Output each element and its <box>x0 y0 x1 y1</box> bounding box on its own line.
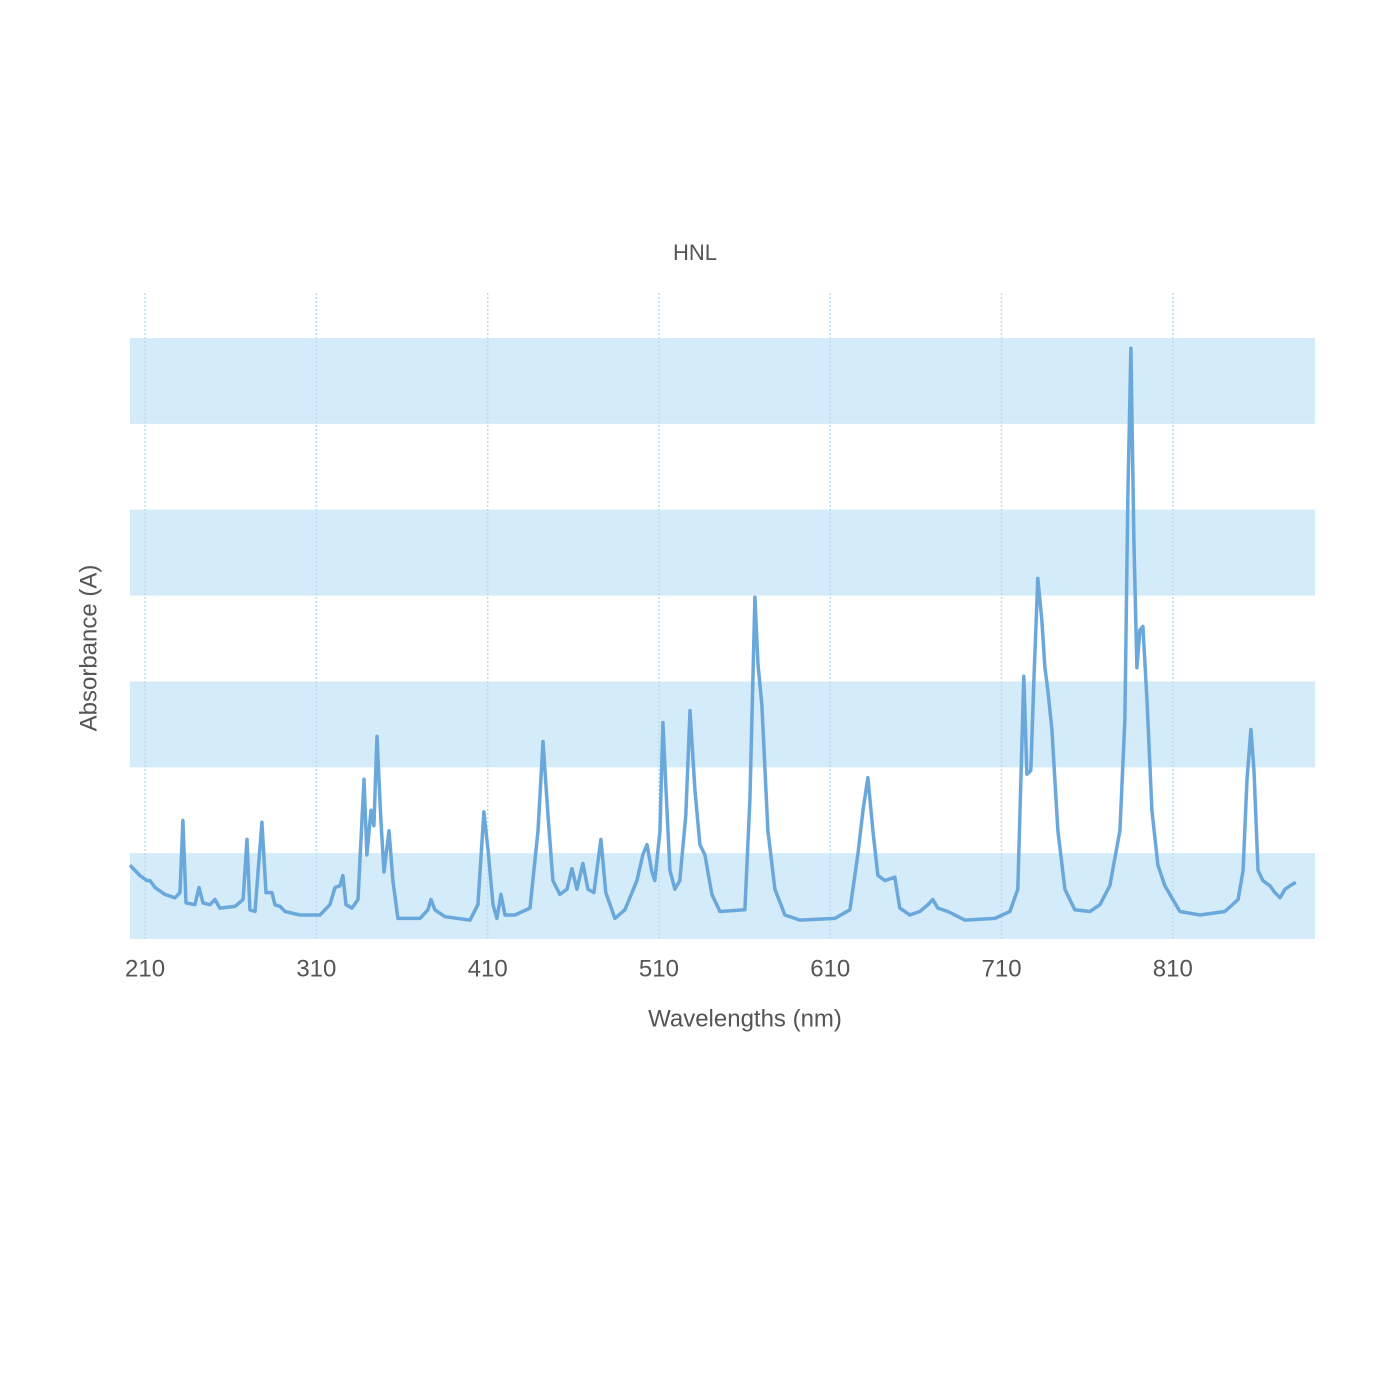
band <box>130 853 1315 939</box>
x-tick-label: 210 <box>125 955 165 982</box>
x-axis-label: Wavelengths (nm) <box>648 1005 842 1032</box>
band <box>130 681 1315 768</box>
x-tick-label: 310 <box>296 955 336 982</box>
x-tick-label: 510 <box>639 955 679 982</box>
band <box>130 338 1315 424</box>
band <box>130 509 1315 596</box>
y-axis-label: Absorbance (A) <box>75 565 102 732</box>
x-tick-label: 410 <box>468 955 508 982</box>
data-line <box>128 346 1297 922</box>
chart-title: HNL <box>673 240 717 265</box>
x-tick-label: 610 <box>810 955 850 982</box>
x-tick-label: 710 <box>982 955 1022 982</box>
x-tick-label: 810 <box>1153 955 1193 982</box>
